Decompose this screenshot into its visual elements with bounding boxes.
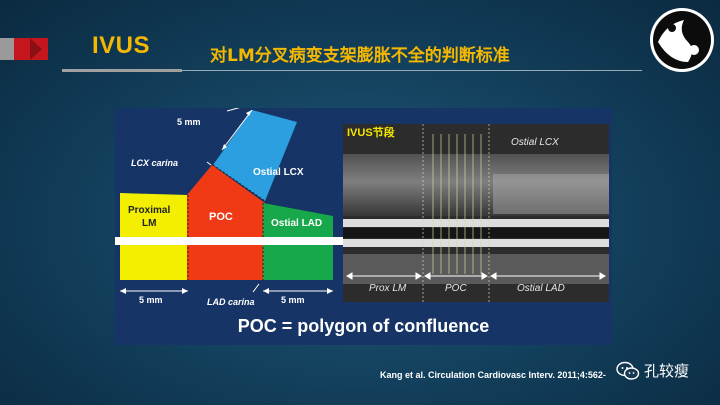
label-lm: LM bbox=[142, 218, 156, 229]
lcx-5mm-arrow bbox=[221, 109, 253, 151]
label-ivus-segment: IVUS节段 bbox=[347, 125, 395, 139]
label-5mm-right: 5 mm bbox=[281, 295, 305, 305]
label-lcx-carina: LCX carina bbox=[131, 158, 178, 168]
label-5mm-top: 5 mm bbox=[177, 117, 201, 127]
label-proximal: Proximal bbox=[128, 205, 170, 216]
account-name: 孔较瘦 bbox=[644, 362, 690, 380]
label-ivus-prox-lm: Prox LM bbox=[369, 283, 407, 294]
wechat-icon bbox=[616, 361, 640, 380]
label-lad-carina: LAD carina bbox=[207, 297, 255, 307]
ostial-lcx-segment bbox=[213, 110, 297, 201]
header-arrow-icon bbox=[30, 38, 42, 60]
label-ivus-poc: POC bbox=[445, 283, 467, 294]
label-ivus-ostial-lad: Ostial LAD bbox=[517, 283, 565, 294]
page-title: IVUS bbox=[92, 32, 151, 59]
label-5mm-left: 5 mm bbox=[139, 295, 163, 305]
label-ostial-lcx: Ostial LCX bbox=[253, 167, 304, 178]
ivus-longitudinal-image: IVUS节段 Ostial LCX Prox LM POC Ostial LAD bbox=[343, 124, 609, 302]
header-accent-grey bbox=[0, 38, 14, 60]
catheter-band bbox=[115, 237, 343, 245]
poc-segment bbox=[187, 165, 265, 280]
label-ostial-lad: Ostial LAD bbox=[271, 218, 322, 229]
diagram-panel: 5 mm LCX carina Ostial LCX Proximal LM P… bbox=[115, 108, 612, 345]
header-underline-right bbox=[182, 70, 642, 71]
proximal-lm-segment bbox=[120, 193, 188, 280]
poc-gridlines bbox=[422, 124, 490, 302]
label-ivus-ostial-lcx: Ostial LCX bbox=[511, 137, 559, 148]
poc-caption: POC = polygon of confluence bbox=[237, 316, 490, 336]
page-subtitle: 对LM分叉病变支架膨胀不全的判断标准 bbox=[210, 46, 510, 66]
header-underline-left bbox=[62, 69, 182, 72]
bifurcation-diagram: 5 mm LCX carina Ostial LCX Proximal LM P… bbox=[115, 108, 343, 307]
panda-logo-icon bbox=[650, 8, 714, 72]
label-poc: POC bbox=[209, 211, 233, 223]
citation: Kang et al. Circulation Cardiovasc Inter… bbox=[380, 370, 606, 380]
